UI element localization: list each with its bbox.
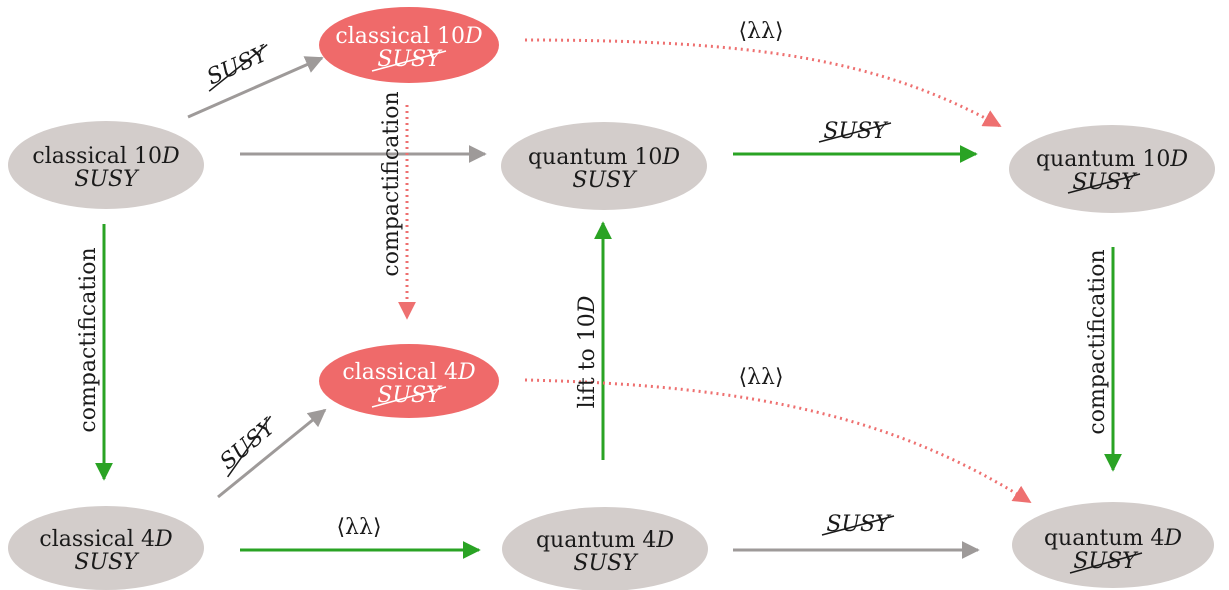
label-compactification-right: compactification (1085, 249, 1110, 434)
label-gaugino-middle: ⟨λλ⟩ (738, 365, 783, 390)
strike-slash (821, 515, 895, 536)
label-gaugino-bottom: ⟨λλ⟩ (336, 515, 381, 540)
node-classical-10d-broken: classical 10D SUSY (319, 7, 499, 83)
node-classical-10d-susy: classical 10D SUSY (8, 121, 204, 209)
svg-text:classical 10D: classical 10D (335, 24, 483, 49)
nodes: classical 10D SUSY classical 10D SUSY qu… (8, 7, 1215, 590)
label-compactification-left: compactification (76, 247, 101, 432)
node-label: quantum 10 (528, 145, 662, 170)
label-gaugino-top: ⟨λλ⟩ (738, 19, 783, 44)
node-susy: SUSY (1073, 549, 1139, 574)
strike-slash (1067, 173, 1141, 194)
arrow-c4-broken-to-q4-broken (524, 378, 1032, 504)
strike-slash (371, 386, 447, 408)
node-label: classical 10 (32, 144, 162, 169)
arrow-c10-to-c10-broken (187, 56, 324, 119)
node-label: quantum 10 (1036, 147, 1170, 172)
lift-prefix: lift to 10 (575, 313, 600, 408)
node-unit: D (457, 360, 476, 385)
node-quantum-10d-susy: quantum 10D SUSY (501, 122, 707, 210)
svg-text:classical 4D: classical 4D (39, 527, 173, 552)
node-label: quantum 4 (536, 528, 656, 553)
node-label: classical 10 (335, 24, 465, 49)
node-susy: SUSY (377, 47, 443, 72)
strike-slash (371, 50, 447, 72)
node-unit: D (1163, 526, 1182, 551)
node-susy: SUSY (572, 168, 638, 193)
svg-text:quantum 4D: quantum 4D (536, 528, 674, 553)
node-susy: SUSY (74, 167, 140, 192)
svg-text:classical 4D: classical 4D (342, 360, 476, 385)
label-text: SUSY (216, 414, 282, 475)
node-susy: SUSY (573, 551, 639, 576)
node-label: classical 4 (342, 360, 458, 385)
node-unit: D (655, 528, 674, 553)
strike-slash (1069, 552, 1143, 574)
node-label: classical 4 (39, 527, 155, 552)
lift-unit: D (575, 295, 600, 314)
node-unit: D (661, 145, 680, 170)
strike-slash (227, 415, 272, 478)
svg-text:quantum 4D: quantum 4D (1044, 526, 1182, 551)
label-compactification-middle: compactification (379, 91, 404, 276)
node-unit: D (1169, 147, 1188, 172)
svg-text:quantum 10D: quantum 10D (1036, 147, 1188, 172)
arrow-c10-broken-to-q10-broken (524, 38, 1002, 128)
node-unit: D (161, 144, 180, 169)
node-quantum-4d-susy: quantum 4D SUSY (502, 507, 708, 590)
strike-slash (818, 122, 892, 143)
node-quantum-4d-broken: quantum 4D SUSY (1012, 502, 1214, 588)
svg-text:quantum 10D: quantum 10D (528, 145, 680, 170)
node-classical-4d-susy: classical 4D SUSY (8, 506, 204, 590)
node-unit: D (464, 24, 483, 49)
node-unit: D (154, 527, 173, 552)
node-quantum-10d-broken: quantum 10D SUSY (1009, 125, 1215, 213)
label-break-susy-bottom-right: SUSY (821, 512, 895, 537)
label-lift-to-10d: lift to 10D (575, 295, 600, 408)
label-break-susy-top-right: SUSY (818, 119, 892, 144)
strike-slash (208, 43, 268, 92)
node-classical-4d-broken: classical 4D SUSY (319, 344, 499, 418)
svg-text:classical 10D: classical 10D (32, 144, 180, 169)
edges (95, 38, 1122, 559)
label-break-susy-bottom-left: SUSY (216, 414, 282, 478)
node-susy: SUSY (74, 550, 140, 575)
node-label: quantum 4 (1044, 526, 1164, 551)
arrow-c4-to-c4-broken (217, 408, 327, 499)
node-susy: SUSY (377, 383, 443, 408)
